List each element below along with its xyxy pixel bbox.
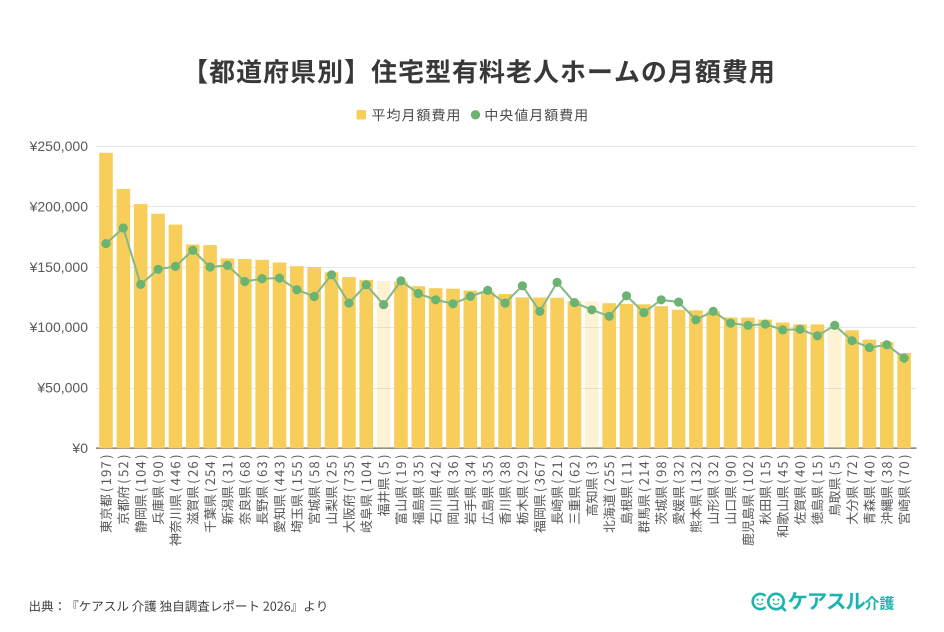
svg-text:¥200,000: ¥200,000: [29, 199, 89, 215]
svg-text:¥50,000: ¥50,000: [36, 380, 88, 396]
svg-text:¥100,000: ¥100,000: [29, 319, 89, 335]
svg-text:¥250,000: ¥250,000: [29, 138, 89, 154]
svg-text:¥0: ¥0: [71, 440, 88, 456]
svg-text:¥150,000: ¥150,000: [29, 259, 89, 275]
